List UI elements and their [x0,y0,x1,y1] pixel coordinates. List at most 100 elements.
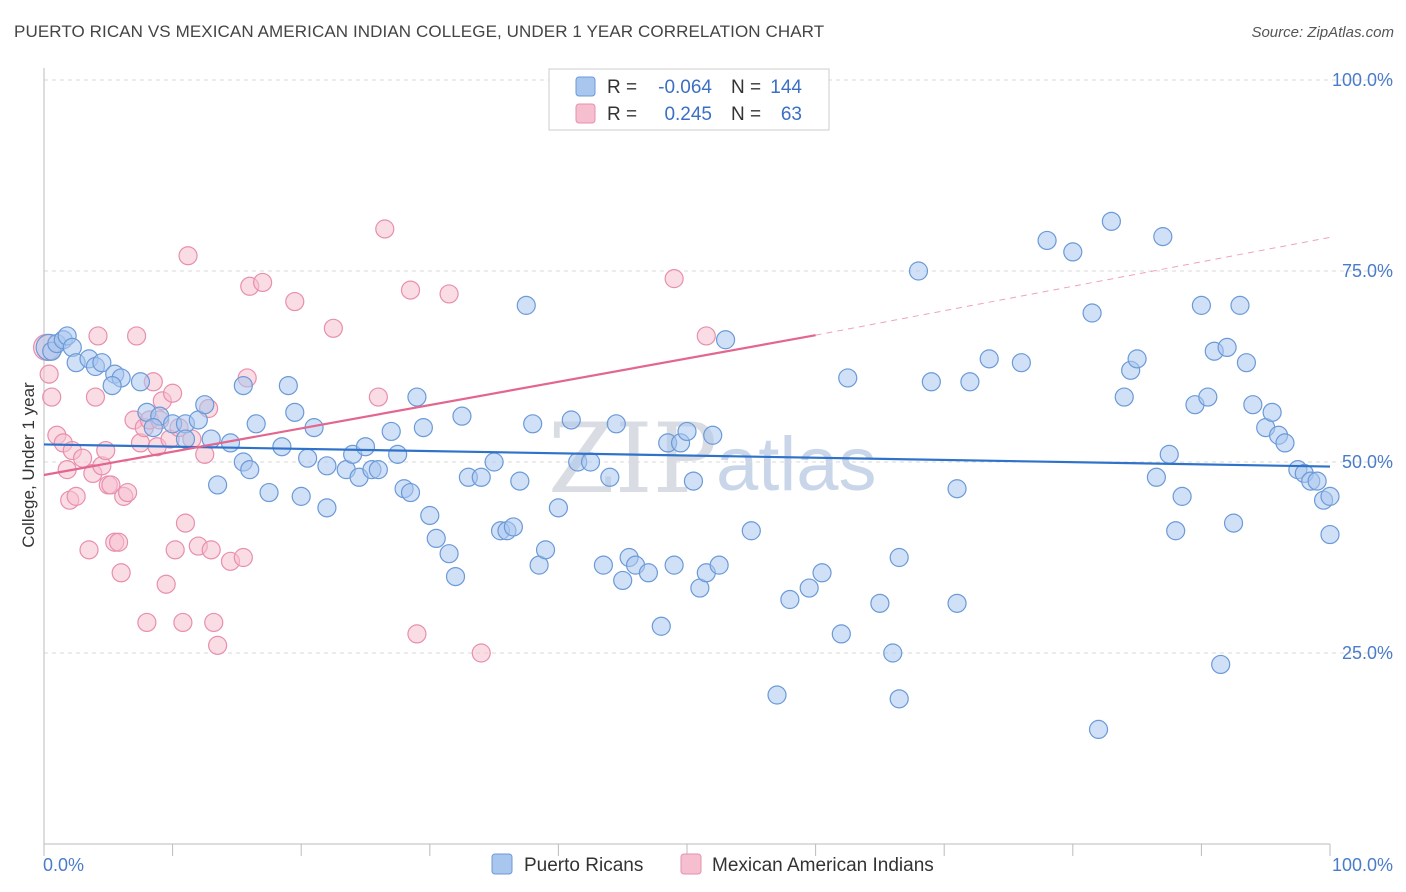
point-mexican-american-indians [72,448,93,468]
point-puerto-ricans [1172,486,1192,506]
point-puerto-ricans [317,498,337,518]
point-puerto-ricans [1198,387,1218,407]
legend-swatch-pink [575,103,596,124]
point-puerto-ricans [355,437,376,457]
legend-n-value-pink: 63 [781,104,802,125]
point-mexican-american-indians [208,635,228,655]
point-puerto-ricans [388,444,408,464]
point-puerto-ricans [709,555,729,575]
point-mexican-american-indians [471,643,491,663]
point-puerto-ricans [278,376,298,396]
point-puerto-ricans [195,395,215,415]
point-puerto-ricans [1101,211,1121,231]
point-mexican-american-indians [201,540,221,560]
point-puerto-ricans [1063,242,1083,262]
point-puerto-ricans [484,452,504,472]
point-puerto-ricans [246,414,266,434]
point-mexican-american-indians [400,280,421,300]
legend-n-value-blue: 144 [770,77,802,98]
point-mexican-american-indians [137,612,157,633]
point-mexican-american-indians [439,284,459,304]
point-puerto-ricans [381,421,401,442]
point-puerto-ricans [799,578,819,598]
point-puerto-ricans [1320,524,1340,545]
point-puerto-ricans [240,460,260,480]
point-puerto-ricans [613,570,633,591]
point-puerto-ricans [831,624,851,644]
point-puerto-ricans [548,498,569,518]
point-puerto-ricans [883,643,903,663]
point-puerto-ricans [400,482,421,503]
point-puerto-ricans [1114,387,1134,407]
legend-n-label-pink: N = [731,104,761,125]
point-puerto-ricans [1153,227,1173,247]
bottom-legend-label-pink: Mexican American Indians [712,855,934,876]
point-puerto-ricans [1159,444,1179,464]
point-puerto-ricans [921,372,941,392]
point-puerto-ricans [439,544,459,564]
point-puerto-ricans [516,295,536,315]
point-mexican-american-indians [156,574,176,594]
point-puerto-ricans [908,261,929,281]
point-puerto-ricans [503,517,523,537]
point-puerto-ricans [1166,521,1186,541]
y-tick-label: 75.0% [1342,261,1393,281]
point-puerto-ricans [870,593,890,613]
point-puerto-ricans [561,410,581,430]
point-puerto-ricans [780,589,800,610]
point-puerto-ricans [535,540,556,560]
bottom-legend: Puerto Ricans Mexican American Indians [491,853,934,876]
point-puerto-ricans [407,387,427,407]
point-puerto-ricans [143,418,163,438]
point-mexican-american-indians [664,269,684,289]
point-mexican-american-indians [323,318,343,338]
point-puerto-ricans [413,418,433,438]
bottom-legend-label-blue: Puerto Ricans [524,855,643,876]
axes: 0.0% 100.0% [43,68,1393,875]
point-puerto-ricans [420,505,440,526]
point-puerto-ricans [291,486,311,506]
point-puerto-ricans [677,421,697,442]
chart-title: PUERTO RICAN VS MEXICAN AMERICAN INDIAN … [14,22,825,41]
point-puerto-ricans [664,555,684,575]
bottom-legend-swatch-pink [680,853,702,875]
y-tick-label: 25.0% [1342,643,1393,663]
point-puerto-ricans [471,467,491,487]
point-puerto-ricans [1320,486,1340,506]
point-puerto-ricans [102,376,122,396]
point-puerto-ricans [1127,349,1147,369]
trend-line-mexican-american-indians [43,334,816,477]
point-puerto-ricans [606,414,626,434]
point-mexican-american-indians [66,486,86,506]
point-mexican-american-indians [96,440,116,461]
point-mexican-american-indians [101,475,121,495]
point-puerto-ricans [1243,395,1263,415]
point-puerto-ricans [947,479,967,499]
point-puerto-ricans [889,689,909,709]
point-mexican-american-indians [111,563,131,583]
point-puerto-ricans [1088,719,1109,740]
point-puerto-ricans [1230,295,1250,315]
point-puerto-ricans [208,475,228,495]
point-puerto-ricans [1223,513,1244,533]
point-mexican-american-indians [233,547,253,568]
y-tick-label: 100.0% [1332,70,1393,90]
point-puerto-ricans [651,616,671,636]
trend-lines [43,236,1331,477]
point-puerto-ricans [259,482,279,503]
point-mexican-american-indians [88,326,108,346]
point-puerto-ricans [1191,295,1212,315]
point-mexican-american-indians [165,540,185,560]
point-puerto-ricans [638,563,659,583]
point-puerto-ricans [445,566,466,587]
legend-box [548,68,830,131]
point-mexican-american-indians [178,246,198,266]
point-puerto-ricans [130,372,151,392]
point-puerto-ricans [1275,433,1295,453]
point-mexican-american-indians [85,387,106,407]
point-puerto-ricans [947,593,967,613]
point-puerto-ricans [523,414,543,434]
legend-swatch-blue [575,76,596,97]
point-puerto-ricans [1146,467,1166,487]
